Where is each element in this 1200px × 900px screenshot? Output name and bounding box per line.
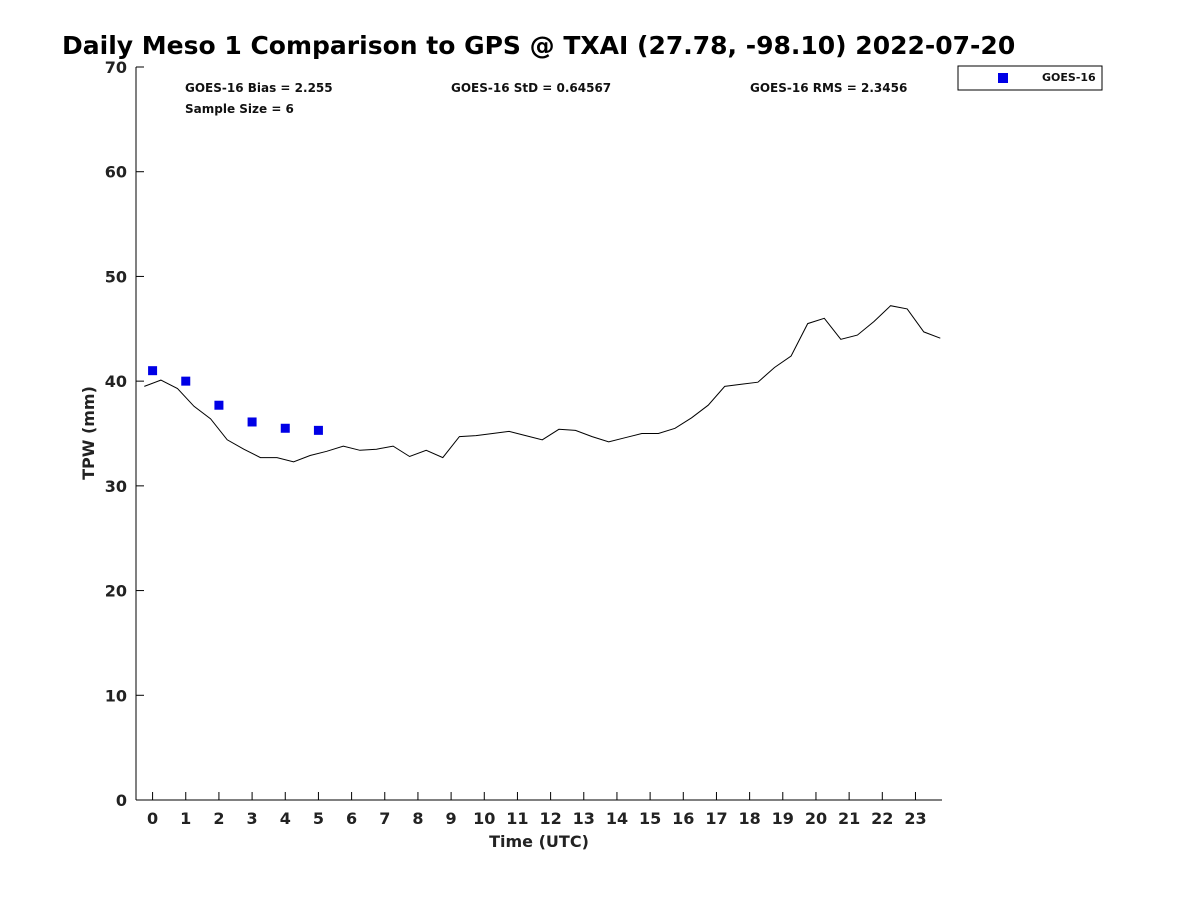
x-tick-label: 20: [805, 809, 827, 828]
y-tick-label: 0: [116, 791, 127, 810]
y-tick-label: 10: [105, 686, 127, 705]
x-tick-label: 7: [379, 809, 390, 828]
x-tick-label: 14: [606, 809, 628, 828]
series-layer: [144, 305, 941, 463]
y-tick-label: 50: [105, 267, 127, 286]
legend-marker-goes16: [998, 73, 1008, 83]
goes16-point: [148, 366, 158, 376]
stat-sample-size: Sample Size = 6: [185, 102, 294, 116]
x-tick-label: 3: [247, 809, 258, 828]
legend-label-goes16: GOES-16: [1042, 71, 1096, 84]
x-tick-label: 17: [705, 809, 727, 828]
x-tick-label: 22: [871, 809, 893, 828]
x-tick-label: 8: [412, 809, 423, 828]
x-tick-label: 11: [506, 809, 528, 828]
x-tick-label: 16: [672, 809, 694, 828]
x-tick-label: 9: [446, 809, 457, 828]
x-tick-label: 23: [904, 809, 926, 828]
stat-std: GOES-16 StD = 0.64567: [451, 81, 611, 95]
legend: GOES-16: [957, 65, 1103, 91]
legend-box: [957, 65, 1103, 91]
x-tick-label: 15: [639, 809, 661, 828]
plot-area: [136, 67, 942, 800]
x-tick-label: 18: [738, 809, 760, 828]
x-tick-label: 19: [772, 809, 794, 828]
x-tick-label: 5: [313, 809, 324, 828]
x-tick-label: 4: [280, 809, 291, 828]
x-axis-ticks: 0 1 2 3 4 5 6 7 8 9 10 11 12 13 14 15 16 17 18 19 20 21 22 23: [147, 792, 927, 828]
x-axis-label: Time (UTC): [489, 832, 589, 851]
stat-rms: GOES-16 RMS = 2.3456: [750, 81, 907, 95]
goes16-point: [247, 417, 257, 427]
y-tick-label: 40: [105, 372, 127, 391]
x-tick-label: 10: [473, 809, 495, 828]
chart-title: Daily Meso 1 Comparison to GPS @ TXAI (2…: [62, 31, 1015, 60]
x-tick-label: 6: [346, 809, 357, 828]
x-tick-label: 1: [180, 809, 191, 828]
x-tick-label: 2: [213, 809, 224, 828]
x-tick-label: 12: [539, 809, 561, 828]
x-tick-label: 13: [573, 809, 595, 828]
y-tick-label: 20: [105, 582, 127, 601]
goes16-point: [280, 423, 290, 433]
y-tick-label: 30: [105, 477, 127, 496]
x-tick-label: 21: [838, 809, 860, 828]
y-axis-label: TPW (mm): [79, 386, 98, 480]
gps-tpw-line: [144, 305, 941, 463]
y-tick-label: 60: [105, 163, 127, 182]
goes16-point: [214, 400, 224, 410]
y-tick-label: 70: [105, 58, 127, 77]
goes16-point: [181, 376, 191, 386]
goes16-point: [313, 425, 323, 435]
x-tick-label: 0: [147, 809, 158, 828]
stat-bias: GOES-16 Bias = 2.255: [185, 81, 333, 95]
y-axis-ticks: 0 10 20 30 40 50 60 70: [105, 58, 144, 810]
